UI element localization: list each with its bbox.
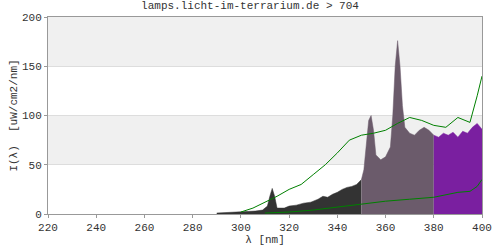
svg-text:380: 380 bbox=[424, 222, 444, 234]
svg-text:260: 260 bbox=[135, 222, 155, 234]
svg-text:400: 400 bbox=[472, 222, 492, 234]
svg-text:320: 320 bbox=[279, 222, 299, 234]
svg-text:200: 200 bbox=[22, 12, 42, 24]
svg-text:150: 150 bbox=[22, 61, 42, 73]
svg-text:lamps.licht-im-terrarium.de >: lamps.licht-im-terrarium.de > 704 bbox=[141, 0, 359, 12]
svg-text:340: 340 bbox=[327, 222, 347, 234]
svg-text:360: 360 bbox=[376, 222, 396, 234]
svg-text:280: 280 bbox=[183, 222, 203, 234]
svg-text:300: 300 bbox=[231, 222, 251, 234]
svg-text:I(λ) [uW/cm2/nm]: I(λ) [uW/cm2/nm] bbox=[8, 59, 20, 171]
svg-text:0: 0 bbox=[35, 209, 42, 221]
svg-text:50: 50 bbox=[29, 160, 42, 172]
svg-text:100: 100 bbox=[22, 110, 42, 122]
svg-text:λ [nm]: λ [nm] bbox=[245, 234, 285, 246]
svg-text:240: 240 bbox=[86, 222, 106, 234]
svg-text:220: 220 bbox=[38, 222, 58, 234]
